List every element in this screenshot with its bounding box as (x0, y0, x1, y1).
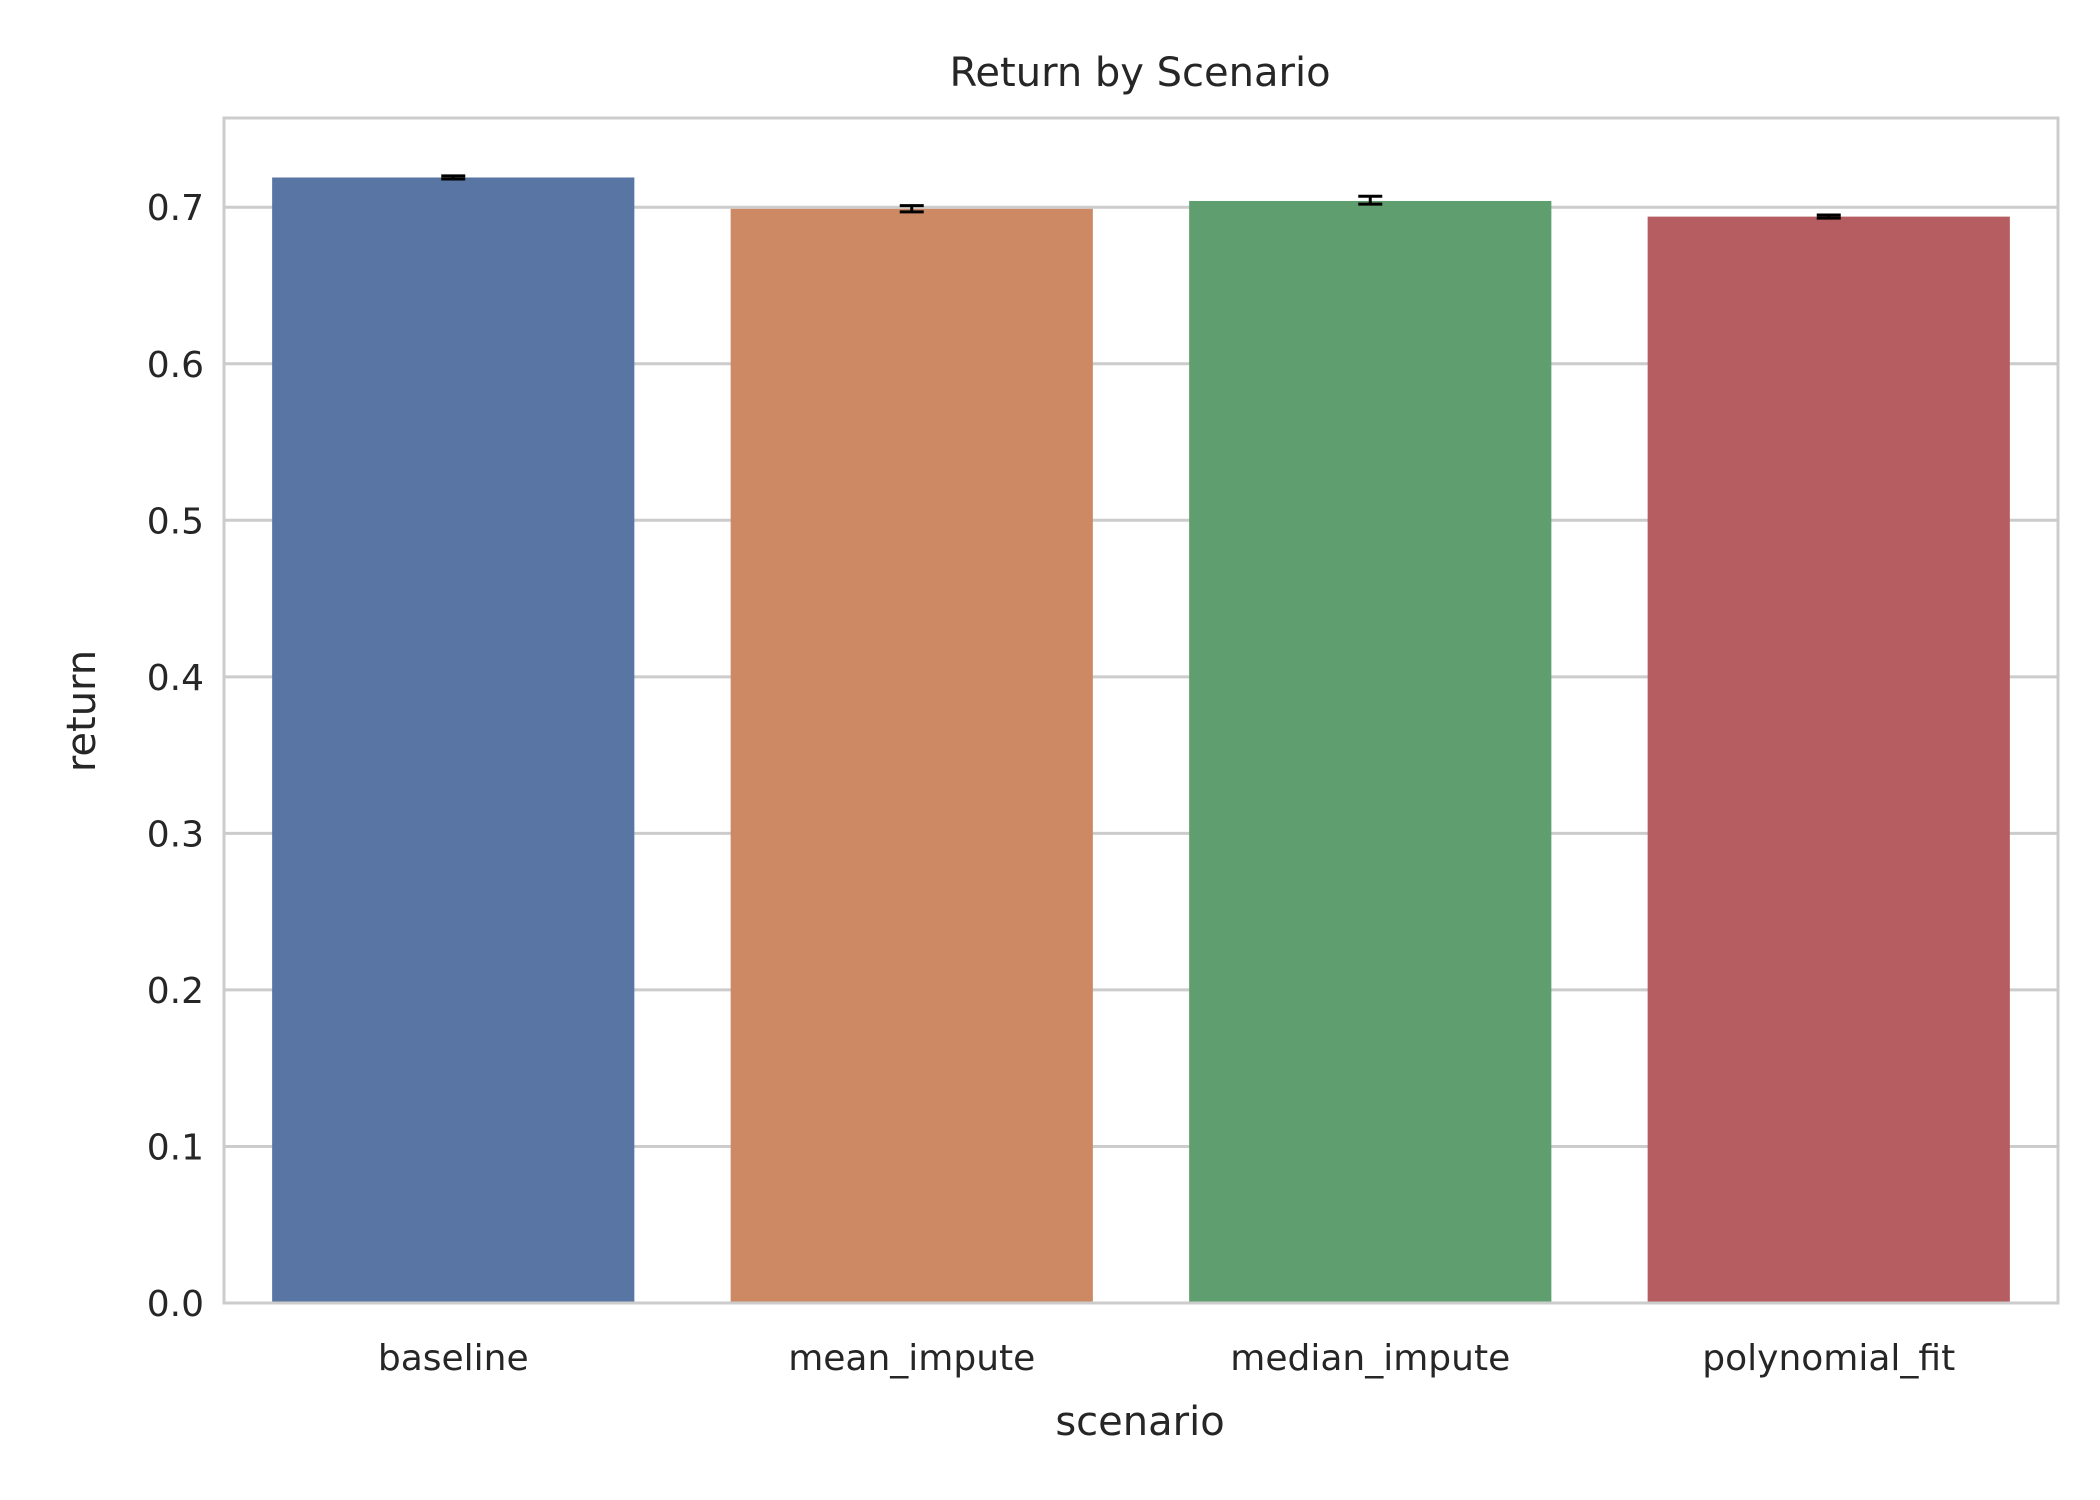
x-tick-label: polynomial_fit (1702, 1338, 1955, 1379)
x-tick-label: mean_impute (788, 1338, 1035, 1379)
x-axis-label: scenario (1055, 1399, 1224, 1445)
y-tick-label: 0.1 (147, 1127, 204, 1168)
x-tick-label: baseline (378, 1338, 529, 1379)
bars (272, 177, 2010, 1304)
y-tick-label: 0.7 (147, 188, 204, 229)
y-axis-label: return (59, 650, 105, 772)
y-tick-label: 0.2 (147, 971, 204, 1012)
y-tick-label: 0.5 (147, 501, 204, 542)
bar-mean-impute (730, 208, 1093, 1303)
chart-title: Return by Scenario (949, 50, 1330, 96)
y-tick-labels: 0.0 0.1 0.2 0.3 0.4 0.5 0.6 0.7 (147, 188, 204, 1325)
x-tick-label: median_impute (1230, 1338, 1510, 1379)
y-tick-label: 0.4 (147, 658, 204, 699)
bar-polynomial-fit (1647, 216, 2010, 1304)
error-bars (441, 174, 1841, 220)
x-tick-labels: baseline mean_impute median_impute polynomi… (378, 1338, 1955, 1379)
y-tick-label: 0.6 (147, 345, 204, 386)
y-tick-label: 0.3 (147, 814, 204, 855)
bar-median-impute (1189, 200, 1552, 1303)
plot-frame (222, 116, 2060, 1305)
bar-baseline (272, 177, 635, 1303)
y-tick-label: 0.0 (147, 1284, 204, 1325)
